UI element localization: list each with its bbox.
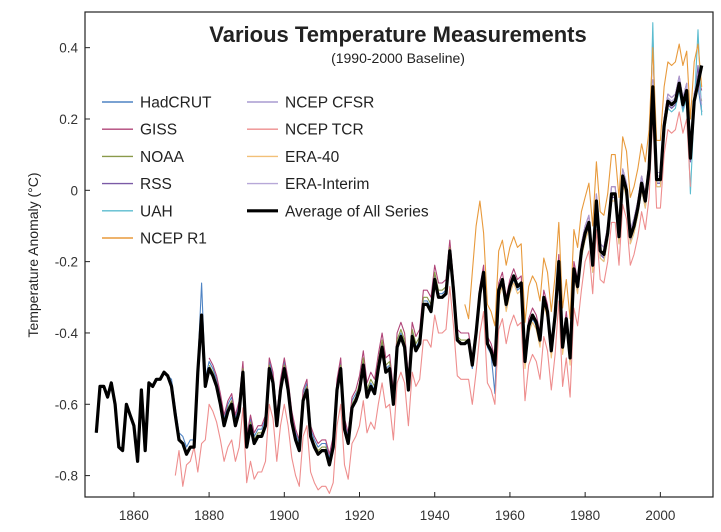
y-tick-label: -0.4	[55, 326, 79, 341]
legend-label: HadCRUT	[140, 95, 212, 112]
series-line-hadcrut	[95, 86, 703, 462]
series-line-noaa	[208, 82, 703, 462]
x-tick-label: 1940	[420, 508, 450, 523]
legend-label: NCEP TCR	[285, 122, 364, 139]
chart-subtitle: (1990-2000 Baseline)	[331, 50, 465, 66]
legend-label: UAH	[140, 203, 173, 220]
x-tick-label: 1900	[269, 508, 299, 523]
x-tick-label: 1980	[570, 508, 600, 523]
series-lines	[94, 22, 704, 494]
y-tick-label: -0.8	[55, 469, 78, 484]
x-tick-label: 1920	[344, 508, 374, 523]
legend-label: NCEP CFSR	[285, 95, 374, 112]
axis-ticks: 1860 1880 1900 1920 1940 1960 1980 2000 -0.8 -0.6…	[55, 41, 676, 523]
x-tick-label: 1960	[495, 508, 525, 523]
plot-frame	[84, 11, 714, 498]
series-line-average	[94, 65, 704, 467]
x-tick-label: 2000	[645, 508, 675, 523]
legend-label: GISS	[140, 122, 177, 139]
x-tick-label: 1880	[194, 508, 224, 523]
legend-label: RSS	[140, 176, 172, 193]
series-line-giss	[208, 75, 703, 455]
y-tick-label: 0.2	[59, 112, 78, 127]
legend-label: Average of All Series	[285, 203, 429, 220]
x-tick-label: 1860	[119, 508, 149, 523]
y-tick-label: 0	[70, 183, 78, 198]
series-line-ncep-tcr	[174, 111, 691, 494]
legend-label: NOAA	[140, 149, 185, 166]
y-tick-label: 0.4	[59, 41, 78, 56]
legend: HadCRUT GISS NOAA RSS UAH NCEP R1 NCEP CFSR NCE…	[102, 95, 429, 248]
legend-label: ERA-40	[285, 149, 340, 166]
legend-label: NCEP R1	[140, 231, 207, 248]
legend-label: ERA-Interim	[285, 176, 369, 193]
y-axis-label: Temperature Anomaly (°C)	[25, 172, 41, 337]
series-line-ncep-r1	[464, 43, 703, 327]
y-tick-label: -0.6	[55, 397, 78, 412]
y-tick-label: -0.2	[55, 255, 78, 270]
chart-title: Various Temperature Measurements	[209, 22, 586, 47]
